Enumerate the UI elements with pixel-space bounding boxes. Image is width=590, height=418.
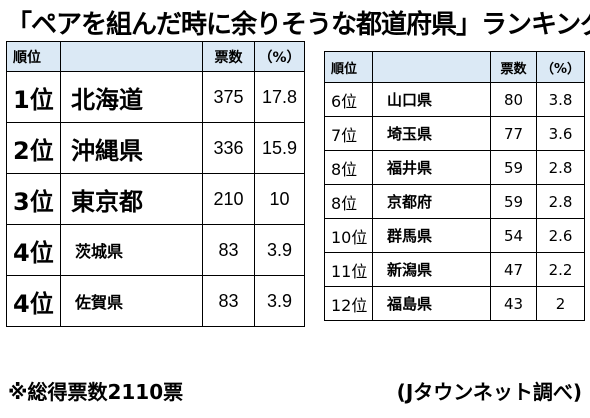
ranking-table-left: 順位 票数 （%） 1位 北海道 375 17.8 2位 沖縄県 336 15.…	[6, 41, 305, 327]
rank-cell: 8位	[324, 150, 373, 185]
votes-cell: 77	[490, 116, 537, 151]
rank-cell: 10位	[324, 218, 373, 253]
percent-cell: 17.8	[254, 71, 305, 123]
prefecture-cell: 福井県	[372, 150, 491, 185]
votes-cell: 80	[490, 82, 537, 117]
percent-cell: 2.2	[536, 252, 585, 287]
table-row: 8位 福井県 59 2.8	[324, 150, 585, 185]
table-row: 6位 山口県 80 3.8	[324, 82, 585, 117]
table-header-row: 順位 票数 （%）	[324, 51, 585, 83]
table-row: 3位 東京都 210 10	[6, 173, 305, 225]
votes-cell: 47	[490, 252, 537, 287]
votes-cell: 210	[202, 173, 255, 225]
percent-cell: 2	[536, 286, 585, 321]
percent-cell: 10	[254, 173, 305, 225]
table-row: 4位 茨城県 83 3.9	[6, 224, 305, 276]
prefecture-cell: 新潟県	[372, 252, 491, 287]
percent-cell: 2.8	[536, 184, 585, 219]
prefecture-cell: 山口県	[372, 82, 491, 117]
page-title: 「ペアを組んだ時に余りそうな都道府県」ランキング	[6, 10, 590, 40]
rank-cell: 8位	[324, 184, 373, 219]
table-row: 8位 京都府 59 2.8	[324, 184, 585, 219]
rank-cell: 2位	[6, 122, 61, 174]
percent-cell: 2.6	[536, 218, 585, 253]
votes-cell: 83	[202, 275, 255, 327]
rank-cell: 3位	[6, 173, 61, 225]
percent-cell: 3.9	[254, 224, 305, 276]
percent-cell: 3.6	[536, 116, 585, 151]
header-percent: （%）	[254, 41, 305, 72]
votes-cell: 59	[490, 150, 537, 185]
percent-cell: 15.9	[254, 122, 305, 174]
prefecture-cell: 埼玉県	[372, 116, 491, 151]
prefecture-cell: 福島県	[372, 286, 491, 321]
rank-cell: 4位	[6, 275, 61, 327]
header-percent: （%）	[536, 51, 585, 83]
source-credit: (Jタウンネット調べ)	[396, 380, 582, 404]
prefecture-cell: 佐賀県	[60, 275, 203, 327]
percent-cell: 2.8	[536, 150, 585, 185]
table-row: 2位 沖縄県 336 15.9	[6, 122, 305, 174]
prefecture-cell: 茨城県	[60, 224, 203, 276]
table-row: 1位 北海道 375 17.8	[6, 71, 305, 123]
table-row: 4位 佐賀県 83 3.9	[6, 275, 305, 327]
prefecture-cell: 沖縄県	[60, 122, 203, 174]
header-rank: 順位	[6, 41, 61, 72]
total-votes-note: ※総得票数2110票	[8, 380, 184, 404]
votes-cell: 59	[490, 184, 537, 219]
votes-cell: 43	[490, 286, 537, 321]
votes-cell: 375	[202, 71, 255, 123]
table-row: 11位 新潟県 47 2.2	[324, 252, 585, 287]
header-prefecture	[60, 41, 203, 72]
header-votes: 票数	[202, 41, 255, 72]
prefecture-cell: 群馬県	[372, 218, 491, 253]
prefecture-cell: 北海道	[60, 71, 203, 123]
table-row: 12位 福島県 43 2	[324, 286, 585, 321]
header-prefecture	[372, 51, 491, 83]
table-row: 10位 群馬県 54 2.6	[324, 218, 585, 253]
votes-cell: 83	[202, 224, 255, 276]
votes-cell: 54	[490, 218, 537, 253]
table-row: 7位 埼玉県 77 3.6	[324, 116, 585, 151]
header-rank: 順位	[324, 51, 373, 83]
rank-cell: 11位	[324, 252, 373, 287]
percent-cell: 3.9	[254, 275, 305, 327]
rank-cell: 4位	[6, 224, 61, 276]
rank-cell: 6位	[324, 82, 373, 117]
prefecture-cell: 東京都	[60, 173, 203, 225]
votes-cell: 336	[202, 122, 255, 174]
rank-cell: 1位	[6, 71, 61, 123]
rank-cell: 12位	[324, 286, 373, 321]
table-header-row: 順位 票数 （%）	[6, 41, 305, 72]
ranking-table-right: 順位 票数 （%） 6位 山口県 80 3.8 7位 埼玉県 77 3.6 8位…	[324, 51, 585, 321]
percent-cell: 3.8	[536, 82, 585, 117]
rank-cell: 7位	[324, 116, 373, 151]
prefecture-cell: 京都府	[372, 184, 491, 219]
header-votes: 票数	[490, 51, 537, 83]
